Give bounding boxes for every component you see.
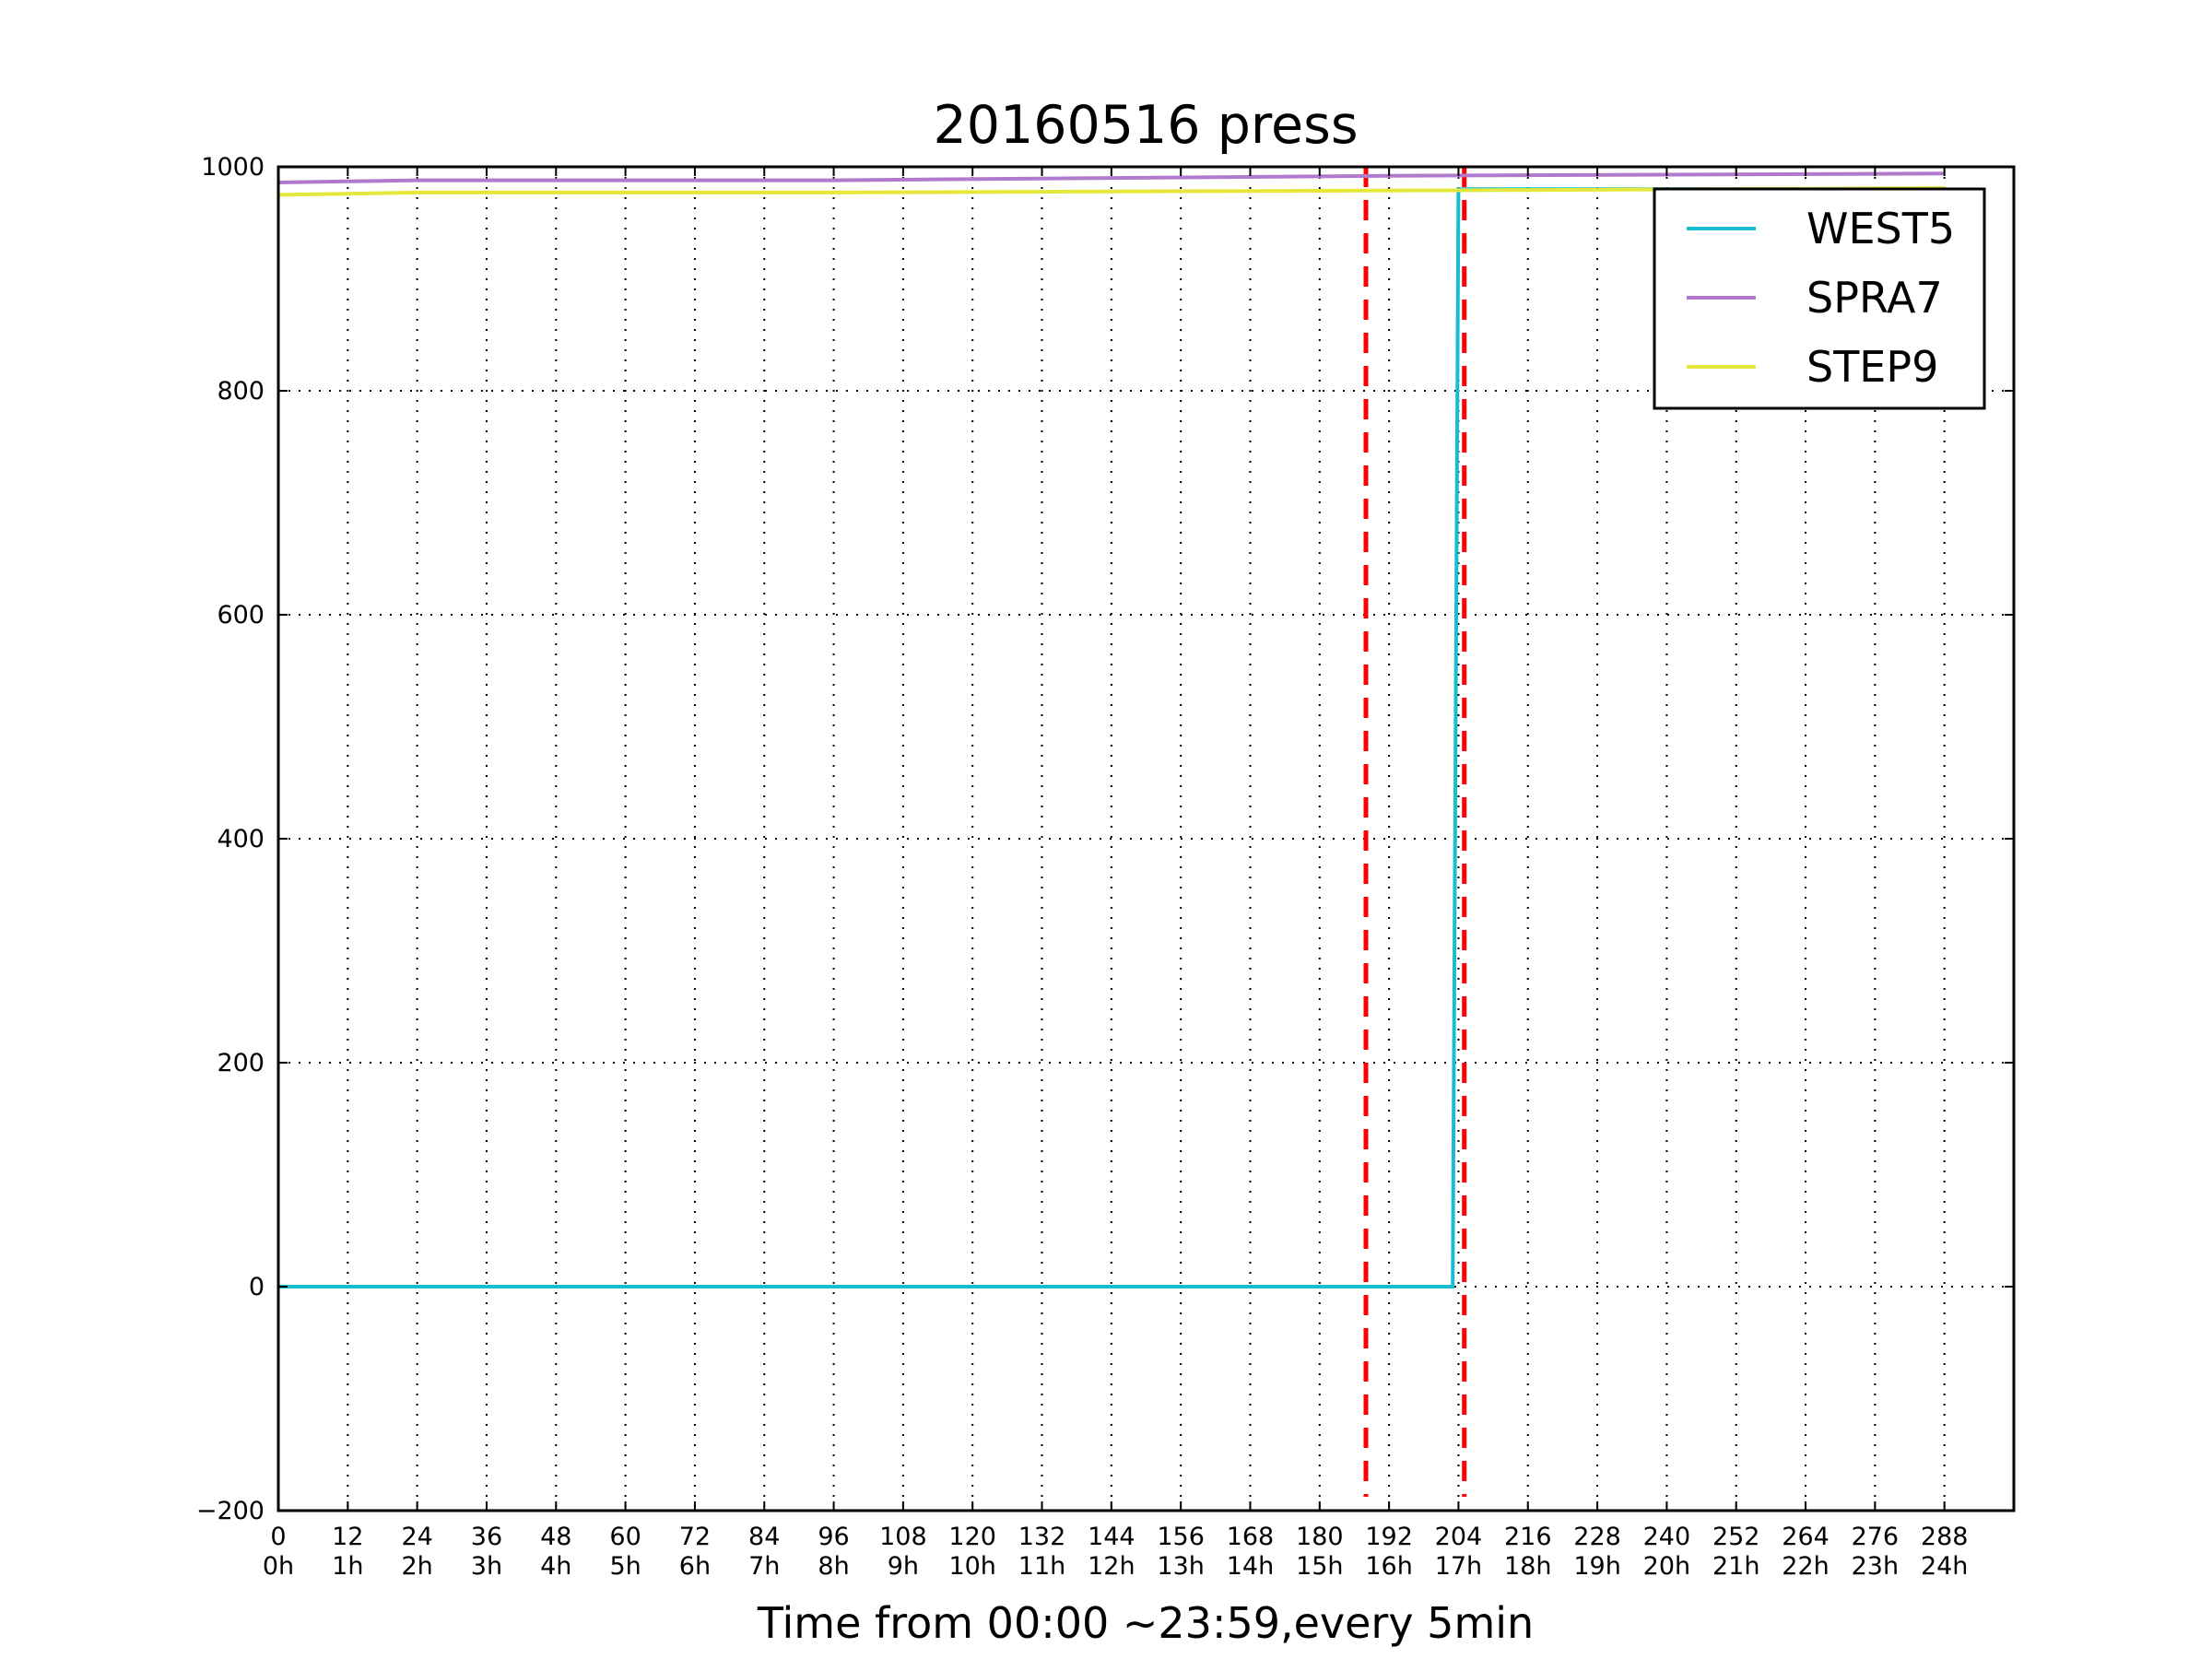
x-tick-label: 144	[1088, 1523, 1135, 1551]
x-tick-sublabel: 9h	[888, 1552, 919, 1581]
x-tick-sublabel: 4h	[540, 1552, 571, 1581]
x-tick-label: 60	[609, 1523, 641, 1551]
x-tick-sublabel: 5h	[609, 1552, 641, 1581]
grid	[277, 166, 2014, 1512]
x-tick-sublabel: 2h	[401, 1552, 432, 1581]
x-tick-sublabel: 21h	[1712, 1552, 1759, 1581]
x-tick-sublabel: 16h	[1365, 1552, 1412, 1581]
x-tick-label: 180	[1296, 1523, 1344, 1551]
x-tick-sublabel: 20h	[1643, 1552, 1690, 1581]
y-tick-label: 800	[217, 377, 265, 406]
legend-label: WEST5	[1806, 204, 1955, 253]
y-tick-label: 200	[217, 1049, 265, 1077]
x-tick-label: 132	[1018, 1523, 1066, 1551]
x-axis-label: Time from 00:00 ~23:59,every 5min	[757, 1598, 1534, 1648]
x-tick-sublabel: 3h	[471, 1552, 502, 1581]
x-tick-sublabel: 23h	[1852, 1552, 1899, 1581]
x-tick-sublabel: 14h	[1227, 1552, 1274, 1581]
x-tick-sublabel: 10h	[948, 1552, 995, 1581]
x-tick-label: 72	[679, 1523, 711, 1551]
x-tick-label: 12	[332, 1523, 363, 1551]
x-tick-label: 192	[1365, 1523, 1413, 1551]
y-tick-label: 600	[217, 601, 265, 629]
legend: WEST5 SPRA7 STEP9	[1653, 187, 1986, 410]
x-tick-sublabel: 6h	[679, 1552, 711, 1581]
x-tick-label: 0	[270, 1523, 286, 1551]
x-tick-sublabel: 17h	[1435, 1552, 1482, 1581]
x-tick-label: 228	[1573, 1523, 1621, 1551]
y-tick-label: 400	[217, 825, 265, 853]
x-tick-sublabel: 19h	[1573, 1552, 1620, 1581]
x-tick-label: 48	[540, 1523, 571, 1551]
series-line-step9	[277, 186, 1945, 197]
x-tick-sublabel: 8h	[818, 1552, 849, 1581]
legend-label: SPRA7	[1806, 273, 1943, 323]
chart-title: 20160516 press	[933, 95, 1358, 156]
x-tick-label: 156	[1157, 1523, 1205, 1551]
y-tick-label: 0	[249, 1273, 265, 1301]
y-tick-label: −200	[196, 1497, 265, 1525]
x-tick-sublabel: 15h	[1296, 1552, 1343, 1581]
x-tick-label: 204	[1435, 1523, 1483, 1551]
x-tick-label: 276	[1852, 1523, 1900, 1551]
x-tick-label: 288	[1921, 1523, 1969, 1551]
x-tick-label: 96	[818, 1523, 849, 1551]
x-tick-sublabel: 22h	[1782, 1552, 1829, 1581]
x-tick-label: 108	[879, 1523, 927, 1551]
x-tick-label: 120	[948, 1523, 996, 1551]
x-tick-sublabel: 11h	[1018, 1552, 1065, 1581]
y-tick-label: 1000	[201, 153, 265, 182]
x-tick-sublabel: 24h	[1921, 1552, 1968, 1581]
x-tick-sublabel: 0h	[263, 1552, 294, 1581]
y-axis-ticks: −200 0 200 400 600 800 1000	[196, 153, 2014, 1525]
x-tick-sublabel: 1h	[332, 1552, 363, 1581]
x-tick-sublabel: 12h	[1088, 1552, 1135, 1581]
x-tick-label: 264	[1782, 1523, 1830, 1551]
x-tick-sublabel: 13h	[1157, 1552, 1204, 1581]
x-tick-label: 36	[471, 1523, 502, 1551]
x-tick-label: 168	[1227, 1523, 1275, 1551]
x-tick-label: 24	[401, 1523, 432, 1551]
x-tick-label: 216	[1504, 1523, 1552, 1551]
legend-label: STEP9	[1806, 342, 1938, 392]
x-tick-label: 252	[1712, 1523, 1760, 1551]
series-line-spra7	[277, 171, 1945, 184]
x-tick-label: 84	[748, 1523, 780, 1551]
x-tick-sublabel: 18h	[1504, 1552, 1551, 1581]
x-tick-sublabel: 7h	[748, 1552, 780, 1581]
x-tick-label: 240	[1643, 1523, 1691, 1551]
vertical-markers	[1363, 167, 1467, 1497]
